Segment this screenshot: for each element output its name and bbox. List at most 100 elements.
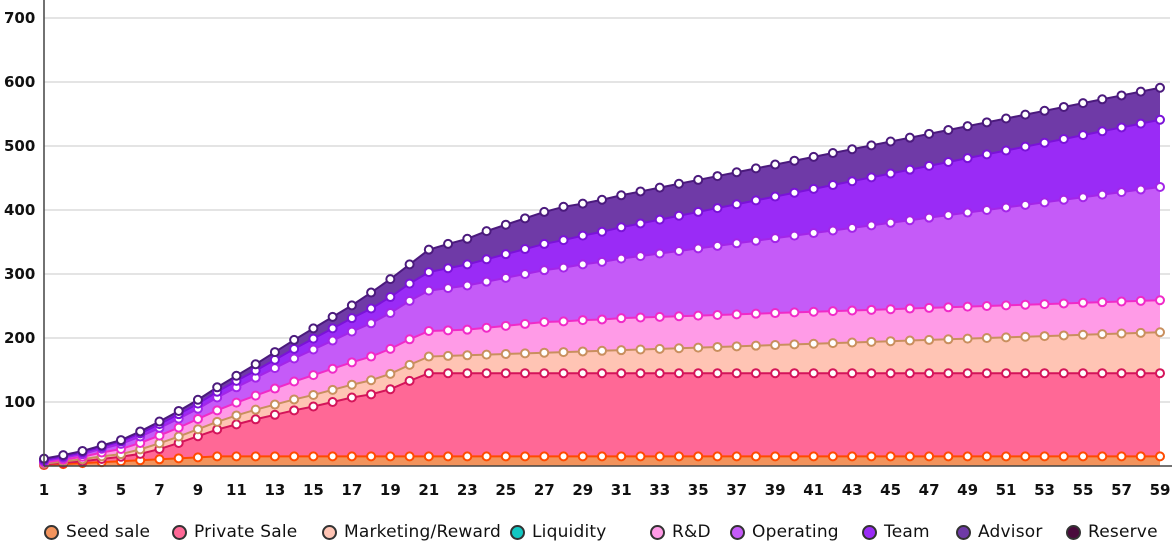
legend-item-seed-sale[interactable]: Seed sale — [44, 522, 150, 542]
x-tick-label: 17 — [341, 481, 362, 499]
point-marketing-reward — [385, 368, 396, 379]
point-marketing-reward — [1155, 327, 1165, 338]
point-operating — [827, 225, 838, 236]
point-advisor — [904, 132, 915, 143]
point-advisor — [808, 151, 819, 162]
point-r-d — [308, 370, 319, 381]
point-marketing-reward — [1116, 328, 1127, 339]
legend-item-private-sale[interactable]: Private Sale — [172, 522, 297, 542]
legend-item-reserve[interactable]: Reserve — [1066, 522, 1158, 542]
point-advisor — [693, 174, 704, 185]
point-seed-sale — [616, 451, 627, 462]
point-team — [500, 249, 511, 260]
point-marketing-reward — [346, 379, 357, 390]
point-operating — [481, 276, 492, 287]
x-tick-label: 3 — [77, 481, 87, 499]
point-team — [616, 222, 627, 233]
point-private-sale — [827, 368, 838, 379]
point-operating — [962, 207, 973, 218]
point-operating — [1001, 202, 1012, 213]
point-seed-sale — [597, 451, 607, 462]
point-seed-sale — [539, 451, 550, 462]
point-private-sale — [1020, 368, 1031, 379]
point-private-sale — [558, 368, 569, 379]
x-tick-label: 43 — [842, 481, 863, 499]
x-tick-label: 39 — [765, 481, 786, 499]
point-r-d — [500, 320, 511, 331]
legend-label: Private Sale — [194, 522, 298, 542]
x-tick-label: 27 — [534, 481, 555, 499]
point-seed-sale — [789, 451, 800, 462]
point-operating — [712, 240, 723, 251]
point-seed-sale — [673, 451, 684, 462]
point-operating — [558, 262, 569, 273]
point-seed-sale — [1001, 451, 1012, 462]
point-r-d — [173, 422, 184, 433]
point-r-d — [1020, 299, 1031, 310]
point-r-d — [1001, 300, 1012, 311]
point-private-sale — [616, 368, 627, 379]
point-private-sale — [577, 368, 588, 379]
point-seed-sale — [404, 451, 415, 462]
area-advisor — [44, 87, 1160, 460]
point-r-d — [269, 383, 280, 394]
legend-item-operating[interactable]: Operating — [730, 522, 839, 542]
point-seed-sale — [289, 451, 300, 462]
x-tick-label: 49 — [957, 481, 978, 499]
point-team — [346, 313, 357, 324]
point-operating — [1020, 199, 1031, 210]
point-seed-sale — [1020, 451, 1031, 462]
point-marketing-reward — [924, 334, 935, 345]
point-seed-sale — [173, 453, 184, 464]
legend-label: Reserve — [1088, 522, 1158, 542]
point-seed-sale — [731, 451, 742, 462]
point-seed-sale — [577, 451, 588, 462]
point-r-d — [885, 304, 896, 315]
point-private-sale — [269, 409, 280, 420]
point-operating — [385, 308, 396, 319]
point-advisor — [481, 226, 492, 237]
point-operating — [770, 233, 781, 244]
point-operating — [443, 283, 454, 294]
point-seed-sale — [192, 452, 203, 463]
point-marketing-reward — [327, 384, 338, 395]
legend-item-r-d[interactable]: R&D — [650, 522, 711, 542]
point-marketing-reward — [827, 338, 838, 349]
point-layer — [39, 82, 1165, 471]
point-marketing-reward — [366, 375, 377, 386]
point-team — [904, 164, 915, 175]
point-seed-sale — [366, 451, 377, 462]
point-team — [981, 149, 992, 160]
point-seed-sale — [481, 451, 492, 462]
legend-item-liquidity[interactable]: Liquidity — [510, 522, 607, 542]
point-private-sale — [289, 405, 300, 416]
point-advisor — [770, 159, 781, 170]
legend-item-advisor[interactable]: Advisor — [956, 522, 1043, 542]
point-private-sale — [1039, 368, 1050, 379]
point-r-d — [212, 405, 223, 416]
point-operating — [577, 259, 588, 270]
point-advisor — [423, 244, 434, 255]
point-operating — [289, 353, 300, 364]
point-advisor — [866, 140, 877, 151]
point-operating — [1058, 194, 1069, 205]
point-marketing-reward — [789, 339, 800, 350]
point-seed-sale — [847, 451, 858, 462]
point-private-sale — [1155, 368, 1165, 379]
point-private-sale — [654, 368, 665, 379]
point-team — [1039, 137, 1050, 148]
legend-item-team[interactable]: Team — [862, 522, 930, 542]
point-private-sale — [673, 368, 684, 379]
point-r-d — [693, 310, 704, 321]
legend-item-marketing-reward[interactable]: Marketing/Reward — [322, 522, 501, 542]
point-private-sale — [866, 368, 877, 379]
point-private-sale — [770, 368, 781, 379]
x-tick-label: 11 — [226, 481, 247, 499]
point-seed-sale — [1039, 451, 1050, 462]
point-advisor — [673, 178, 684, 189]
x-tick-label: 23 — [457, 481, 478, 499]
point-r-d — [520, 318, 531, 329]
point-team — [1155, 114, 1165, 125]
point-private-sale — [231, 419, 242, 430]
